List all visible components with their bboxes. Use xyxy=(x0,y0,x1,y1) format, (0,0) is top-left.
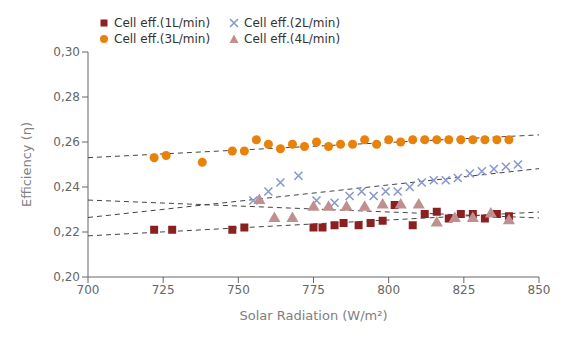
svg-text:0,20: 0,20 xyxy=(53,270,80,284)
svg-text:0,30: 0,30 xyxy=(53,45,80,59)
html-text:Cell eff.(2L/min): Cell eff.(2L/min) xyxy=(244,16,341,30)
svg-text:0,24: 0,24 xyxy=(53,180,80,194)
svg-text:725: 725 xyxy=(152,283,175,297)
svg-text:0,26: 0,26 xyxy=(53,135,80,149)
html-text:Cell eff.(4L/min): Cell eff.(4L/min) xyxy=(244,32,341,46)
svg-text:750: 750 xyxy=(227,283,250,297)
svg-text:Efficiency (η): Efficiency (η) xyxy=(19,122,34,207)
svg-text:850: 850 xyxy=(528,283,551,297)
svg-text:700: 700 xyxy=(77,283,100,297)
html-text:Cell eff.(1L/min): Cell eff.(1L/min) xyxy=(114,16,211,30)
svg-text:0,22: 0,22 xyxy=(53,225,80,239)
svg-text:825: 825 xyxy=(452,283,475,297)
svg-text:775: 775 xyxy=(302,283,325,297)
svg-text:0,28: 0,28 xyxy=(53,90,80,104)
html-text:Cell eff.(3L/min): Cell eff.(3L/min) xyxy=(114,32,211,46)
svg-text:Solar Radiation (W/m²): Solar Radiation (W/m²) xyxy=(239,308,387,323)
svg-text:800: 800 xyxy=(377,283,400,297)
